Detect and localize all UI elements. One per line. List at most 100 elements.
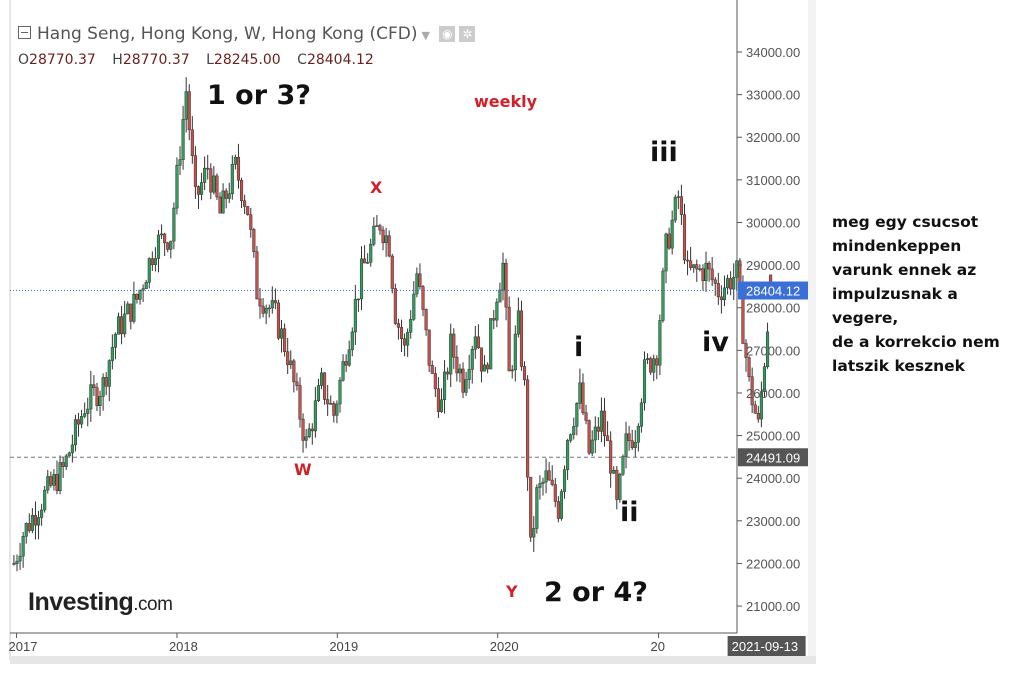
time-axis: 2017 2018 2019 2020 20 [9,633,665,654]
candle-body [381,229,385,244]
side-note: meg egy csucsot mindenkeppen varunk enne… [832,210,1020,378]
high-value: 28770.37 [122,52,190,68]
y-tick-label: 33000.00 [746,88,800,103]
candle-body [95,387,99,406]
y-tick-label: 30000.00 [746,215,800,230]
candle-body [273,300,277,304]
candle-body [513,333,517,371]
candle-body [21,536,25,557]
candle-body [141,288,145,291]
last-price-tag-label: 28404.12 [746,283,800,298]
candle-body [46,476,50,491]
chart-title: Hang Seng, Hong Kong, W, Hong Kong (CFD) [37,24,418,44]
ohlc-legend: O28770.37 H28770.37 L28245.00 C28404.12 [18,52,386,68]
logo-main: Investing [28,588,134,616]
candle-body [710,268,714,281]
candle-body [519,310,524,367]
chart-header: Hang Seng, Hong Kong, W, Hong Kong (CFD)… [18,24,476,44]
candle-body [304,436,308,441]
candle-body [169,240,173,250]
candle-body [479,347,484,372]
annotation-ii: ii [620,497,639,528]
candle-body [615,469,619,500]
candle-body [110,347,114,361]
candle-body [504,262,508,308]
candle-body [378,225,382,231]
candle-body [135,293,139,300]
candle-body [439,399,444,412]
candle-body [544,470,548,483]
candle-body [664,233,668,272]
candle-body [421,286,425,310]
candle-body [341,361,345,381]
candle-body [67,452,71,457]
candle-body [661,270,665,321]
collapse-icon[interactable] [18,26,31,39]
candle-body [673,196,677,221]
candle-body [476,336,480,348]
candle-body [590,439,594,454]
candle-body [667,233,671,249]
candle-body [390,255,394,289]
candle-body [722,287,727,301]
candle-body [553,484,557,502]
axis-panel-divider[interactable] [808,0,816,660]
candle-body [233,156,237,165]
candle-body [587,420,591,454]
candle-body [267,307,271,310]
candle-body [424,309,428,331]
candle-body [89,384,93,410]
candle-body [286,351,290,366]
gear-icon[interactable]: ✲ [459,26,476,42]
candle-body [33,515,38,526]
candle-body [43,489,47,511]
candle-body [713,279,717,284]
candle-body [123,313,127,335]
dropdown-caret-icon[interactable]: ▼ [421,29,430,42]
candle-body [507,306,511,372]
candle-body [679,196,683,215]
candle-body [206,167,210,170]
candle-body [239,179,244,202]
candle-body [633,441,637,448]
candle-body [129,303,133,322]
candle-body [627,433,631,441]
candle-body [258,298,262,307]
annotation-w: W [294,460,312,479]
candle-body [36,517,41,526]
candle-body [747,357,751,378]
last-price-tag [738,281,808,300]
candle-body [178,159,182,166]
candle-body [522,366,527,381]
candle-body [575,403,579,427]
eye-icon[interactable]: ◉ [439,26,456,42]
candle-body [292,360,296,383]
candle-body [649,358,653,373]
candle-body [387,235,391,257]
candle-body [501,262,505,291]
candle-body [98,396,102,406]
x-tick-label: 2019 [329,639,358,654]
candle-body [301,418,305,441]
candle-body [70,444,74,454]
candle-body [193,155,197,187]
side-note-line: varunk ennek az [832,261,977,279]
candle-body [707,262,711,270]
candle-body [359,258,364,300]
candle-body [120,316,124,335]
candle-body [726,278,730,289]
candle-body [18,555,22,562]
annotation-i: i [574,332,584,363]
candle-body [126,303,130,315]
low-value: 28245.00 [213,52,281,68]
time-scrollbar[interactable] [10,656,816,664]
price-axis: 34000.00 33000.00 32000.00 31000.00 30000.00… [737,45,800,614]
horizontal-line-tag [738,448,808,467]
candle-body [646,358,650,360]
horizontal-line-tag-label: 24491.09 [746,450,800,465]
candle-body [452,333,456,358]
candle-body [446,371,450,375]
candle-body [295,381,299,386]
candle-body [535,487,539,529]
